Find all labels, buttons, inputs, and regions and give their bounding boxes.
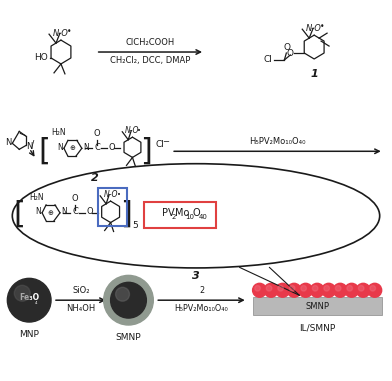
Circle shape <box>287 283 301 297</box>
Text: N: N <box>26 142 33 151</box>
Text: •: • <box>116 192 121 198</box>
Circle shape <box>336 285 341 291</box>
Text: Mo: Mo <box>175 208 189 218</box>
Circle shape <box>347 285 352 291</box>
Text: Cl: Cl <box>155 140 164 149</box>
Text: N-O: N-O <box>306 24 322 33</box>
Text: CH₂Cl₂, DCC, DMAP: CH₂Cl₂, DCC, DMAP <box>110 56 191 65</box>
Circle shape <box>116 287 129 301</box>
Text: 1: 1 <box>310 69 318 79</box>
Text: SMNP: SMNP <box>116 333 141 342</box>
Text: H₅PV₂Mo₁₀O₄₀: H₅PV₂Mo₁₀O₄₀ <box>174 304 228 313</box>
Circle shape <box>276 283 290 297</box>
Text: O: O <box>286 48 293 58</box>
Text: PV: PV <box>162 208 175 218</box>
Text: O: O <box>284 43 291 52</box>
Text: N: N <box>35 207 41 216</box>
Text: ⊕: ⊕ <box>47 210 53 216</box>
Text: O: O <box>72 194 78 203</box>
Text: /: / <box>31 140 34 150</box>
Text: ₄: ₄ <box>35 300 38 305</box>
Text: [: [ <box>38 137 50 166</box>
Circle shape <box>103 275 153 325</box>
Text: N: N <box>83 143 89 152</box>
Text: 2: 2 <box>199 286 204 295</box>
Text: C: C <box>95 143 101 152</box>
Text: [: [ <box>13 199 25 228</box>
Circle shape <box>322 283 336 297</box>
Text: N-O: N-O <box>125 126 140 135</box>
Text: ⊕: ⊕ <box>69 145 75 151</box>
Circle shape <box>289 285 295 291</box>
Circle shape <box>358 285 364 291</box>
Text: O: O <box>192 208 200 218</box>
Circle shape <box>312 285 318 291</box>
Text: 5: 5 <box>132 221 138 230</box>
Text: N-O: N-O <box>103 190 118 199</box>
Circle shape <box>111 282 146 318</box>
Text: H₂N: H₂N <box>29 193 44 202</box>
Text: 10: 10 <box>185 214 194 220</box>
Text: MNP: MNP <box>19 330 39 339</box>
Text: N-O: N-O <box>53 29 69 38</box>
Circle shape <box>310 283 324 297</box>
Circle shape <box>278 285 283 291</box>
Circle shape <box>266 285 272 291</box>
Text: ₄: ₄ <box>134 300 137 305</box>
FancyBboxPatch shape <box>252 297 382 315</box>
Text: 3: 3 <box>192 271 200 282</box>
Circle shape <box>252 283 267 297</box>
Text: SMNP: SMNP <box>305 302 329 311</box>
Text: IL/SMNP: IL/SMNP <box>299 323 335 332</box>
Text: N: N <box>61 207 67 216</box>
Text: 2: 2 <box>171 214 176 220</box>
Text: ClCH₂COOH: ClCH₂COOH <box>126 38 175 47</box>
Circle shape <box>324 285 329 291</box>
Text: Cl: Cl <box>263 56 272 64</box>
Circle shape <box>301 285 307 291</box>
Circle shape <box>255 285 260 291</box>
Circle shape <box>333 283 347 297</box>
Text: O: O <box>93 130 100 138</box>
Text: Fe₃O: Fe₃O <box>19 293 39 302</box>
Text: Fe₃O: Fe₃O <box>118 293 138 302</box>
Text: HO: HO <box>34 53 48 62</box>
Text: 2: 2 <box>91 173 99 183</box>
Circle shape <box>356 283 370 297</box>
Text: H₂N: H₂N <box>51 128 66 138</box>
Text: N: N <box>57 143 63 152</box>
Text: N: N <box>5 138 11 147</box>
Text: 40: 40 <box>199 214 208 220</box>
Text: •: • <box>67 27 71 36</box>
Text: NH₄OH: NH₄OH <box>66 304 95 313</box>
Text: O: O <box>87 207 93 216</box>
Circle shape <box>264 283 278 297</box>
Text: •: • <box>138 128 142 134</box>
Circle shape <box>368 283 382 297</box>
Circle shape <box>299 283 312 297</box>
Text: SiO₂: SiO₂ <box>72 286 89 295</box>
Circle shape <box>370 285 376 291</box>
Text: ]: ] <box>140 137 152 166</box>
Circle shape <box>7 279 51 322</box>
Text: ]: ] <box>121 199 132 228</box>
Circle shape <box>14 285 30 301</box>
Text: O: O <box>109 143 115 152</box>
Text: •: • <box>320 22 324 31</box>
Text: −: − <box>162 137 169 146</box>
Circle shape <box>345 283 359 297</box>
Text: H₅PV₂Mo₁₀O₄₀: H₅PV₂Mo₁₀O₄₀ <box>249 137 306 146</box>
Text: C: C <box>73 207 79 216</box>
